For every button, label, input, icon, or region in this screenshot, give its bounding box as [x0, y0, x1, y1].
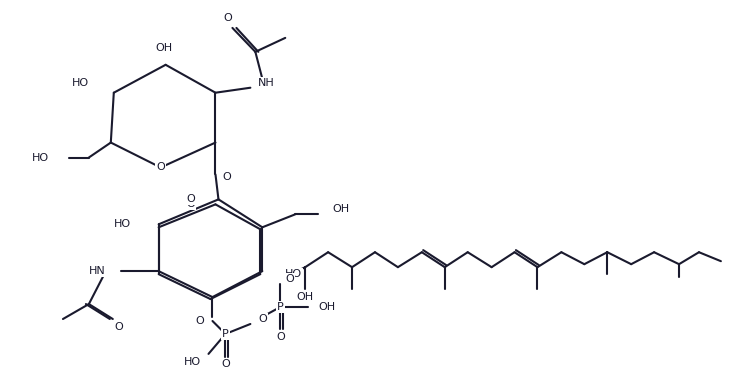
Text: HO: HO — [183, 357, 200, 367]
Text: HO: HO — [72, 78, 89, 88]
Text: OH: OH — [319, 302, 336, 312]
Text: O: O — [186, 199, 195, 209]
Text: O: O — [196, 316, 205, 326]
Text: O: O — [222, 172, 231, 182]
Text: O: O — [223, 13, 232, 23]
Text: HO: HO — [114, 219, 131, 229]
Text: P: P — [277, 302, 284, 312]
Text: O: O — [115, 322, 123, 332]
Text: O: O — [186, 194, 195, 204]
Text: O: O — [276, 332, 285, 342]
Text: OH: OH — [332, 204, 350, 214]
Text: O: O — [259, 314, 267, 324]
Text: HO: HO — [32, 152, 49, 162]
Text: O: O — [221, 359, 230, 369]
Text: HN: HN — [89, 266, 106, 276]
Text: HO: HO — [285, 269, 302, 279]
Text: NH: NH — [259, 78, 275, 88]
Text: OH: OH — [296, 292, 314, 302]
Text: P: P — [222, 329, 229, 339]
Text: O: O — [285, 274, 294, 284]
Text: O: O — [156, 162, 165, 172]
Text: OH: OH — [155, 43, 172, 53]
